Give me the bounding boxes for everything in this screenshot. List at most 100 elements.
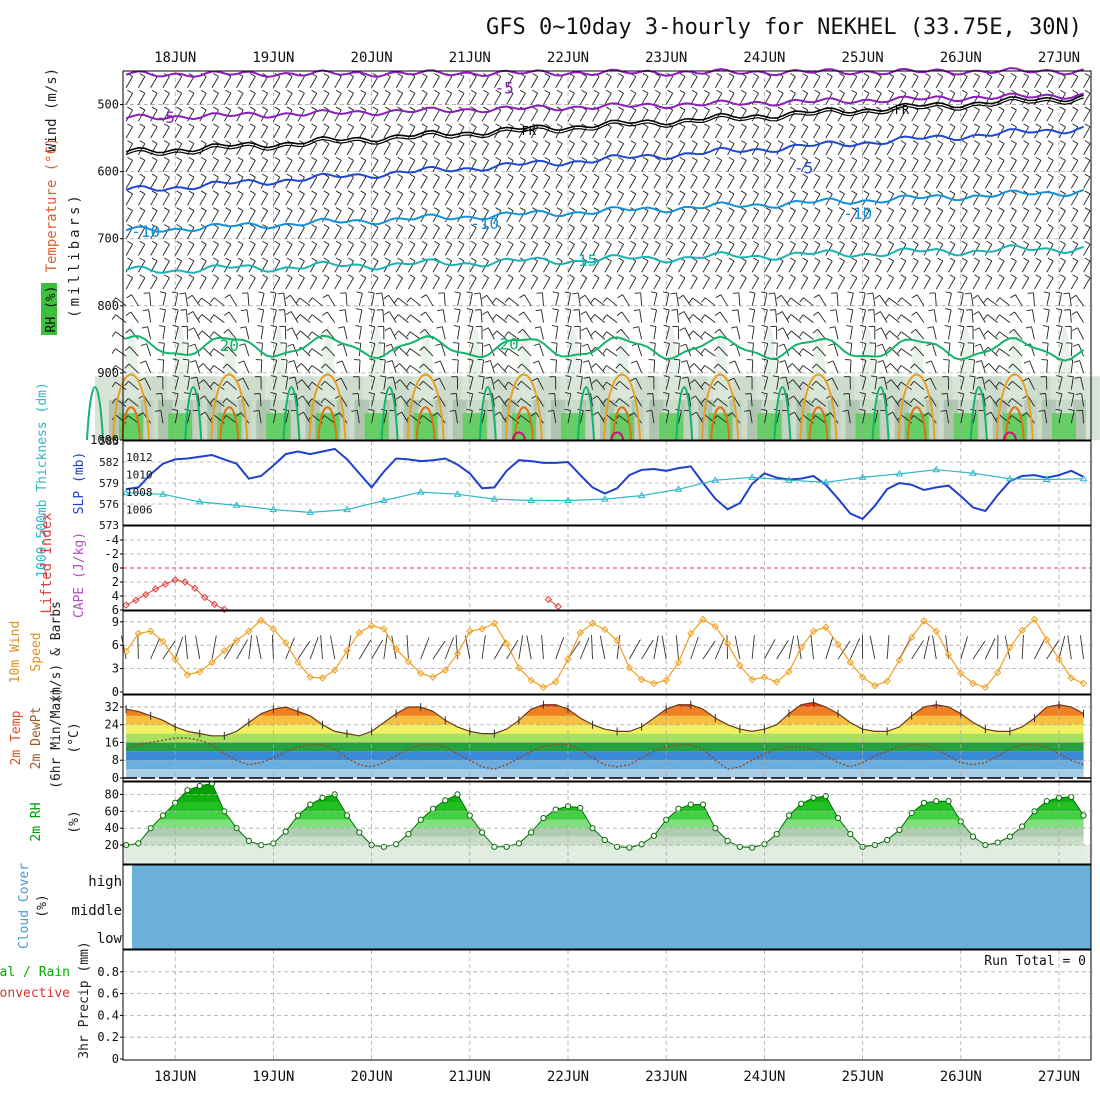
wind-barb <box>1083 260 1091 273</box>
wind-barb-flag <box>728 274 735 279</box>
wind-barb-flag <box>802 73 808 77</box>
wind-barb <box>714 126 723 139</box>
wind-barb <box>874 176 882 189</box>
wind-barb-flag <box>998 123 1005 128</box>
wind-barb <box>813 260 821 273</box>
wind-barb <box>226 380 237 391</box>
wind-barb-flag <box>384 257 391 262</box>
wind-barb-flag <box>466 308 473 311</box>
wind-barb <box>813 109 821 122</box>
wind-barb <box>592 260 600 273</box>
rh-plume <box>172 325 191 414</box>
wind-barb-flag <box>453 325 460 327</box>
wind-barb-flag <box>311 190 317 195</box>
thickness-marker <box>821 478 830 485</box>
wind-barb-flag <box>308 398 313 404</box>
wind-barb-flag <box>446 123 452 128</box>
wind-barb <box>604 126 612 139</box>
contour-label: FR <box>521 124 536 138</box>
wind-barb <box>800 176 809 189</box>
wind-barb <box>862 76 870 88</box>
wind-barb <box>530 160 539 172</box>
wind-barb <box>1009 227 1017 239</box>
wind-barb <box>604 244 612 256</box>
wind-barb-flag <box>127 224 133 228</box>
wind-barb <box>1031 326 1035 340</box>
wind-barb <box>665 160 674 172</box>
wind-barb <box>518 143 526 156</box>
wind-barb-flag <box>924 377 931 382</box>
wind-barb <box>1009 277 1017 290</box>
wind-barb <box>1034 193 1042 206</box>
wind-barb-flag <box>125 328 131 334</box>
wind10m-marker <box>245 627 253 635</box>
wind-barb <box>371 126 379 139</box>
wind-barb <box>395 93 404 105</box>
wind10m-barb <box>690 636 699 660</box>
wind-barb-flag <box>519 274 526 279</box>
contour-25 <box>603 373 642 441</box>
wind-barb <box>236 227 244 239</box>
wind-barb-flag <box>765 123 772 128</box>
wind-barb-flag <box>200 274 207 279</box>
wind-barb <box>508 297 520 307</box>
wind-barb <box>1013 329 1023 340</box>
wind-barb <box>162 176 170 189</box>
wind-barb <box>639 309 643 323</box>
wind-barb <box>555 244 563 256</box>
wind-barb <box>923 160 931 172</box>
wind-barb <box>578 309 581 323</box>
wind10m-marker <box>367 621 376 630</box>
wind-barb <box>1011 398 1023 407</box>
wind-barb-flag <box>765 224 772 228</box>
wind-barb <box>567 109 575 122</box>
wind-barb <box>736 326 741 340</box>
wind-barb <box>420 277 428 290</box>
wind-barb <box>1046 359 1048 373</box>
wind-barb-flag <box>949 140 956 144</box>
wind-barb <box>383 359 386 373</box>
wind-barb-flag <box>605 240 612 245</box>
wind-barb <box>923 210 931 223</box>
wind-barb <box>606 314 618 323</box>
wind-barb <box>469 93 477 105</box>
wind-barb-flag <box>911 294 918 299</box>
wind-barb <box>946 410 949 424</box>
wind-barb <box>506 277 514 290</box>
wind-barb <box>481 343 484 357</box>
thickness-marker <box>1042 475 1051 482</box>
rh-plume <box>221 325 240 414</box>
wind-barb-flag <box>176 123 182 128</box>
wind-barb <box>911 277 919 290</box>
wind-barb-flag <box>974 274 980 279</box>
wind-barb-flag <box>188 190 195 195</box>
wind-barb-flag <box>900 140 907 144</box>
wind-barb-flag <box>700 398 706 404</box>
wind-barb <box>260 160 269 172</box>
wind-barb <box>911 160 919 172</box>
wind10m-barb <box>945 635 949 660</box>
wind-barb <box>751 326 755 340</box>
wind-barb-flag <box>535 309 542 312</box>
wind-barb <box>383 160 391 172</box>
wind10m-barb <box>320 635 323 660</box>
rh-plume <box>368 325 387 414</box>
wind-barb <box>616 160 624 172</box>
wind-barb <box>346 76 354 88</box>
contour-20-plume <box>969 386 988 441</box>
wind-barb-flag <box>1084 224 1091 228</box>
wind-barb-flag <box>839 173 845 178</box>
wind-barb-flag <box>334 412 340 417</box>
wind-barb-flag <box>394 363 400 368</box>
wind-barb-flag <box>630 360 637 364</box>
wind-barb <box>497 363 507 374</box>
rh2m-marker <box>319 794 326 801</box>
contour-label: -5 <box>156 108 175 127</box>
wind-barb <box>849 293 854 306</box>
wind-barb <box>653 277 661 290</box>
contour-30 <box>906 406 927 441</box>
ylabel-pressure: (millibars) <box>67 192 83 318</box>
wind-barb <box>420 109 428 122</box>
wind-barb <box>543 76 551 88</box>
